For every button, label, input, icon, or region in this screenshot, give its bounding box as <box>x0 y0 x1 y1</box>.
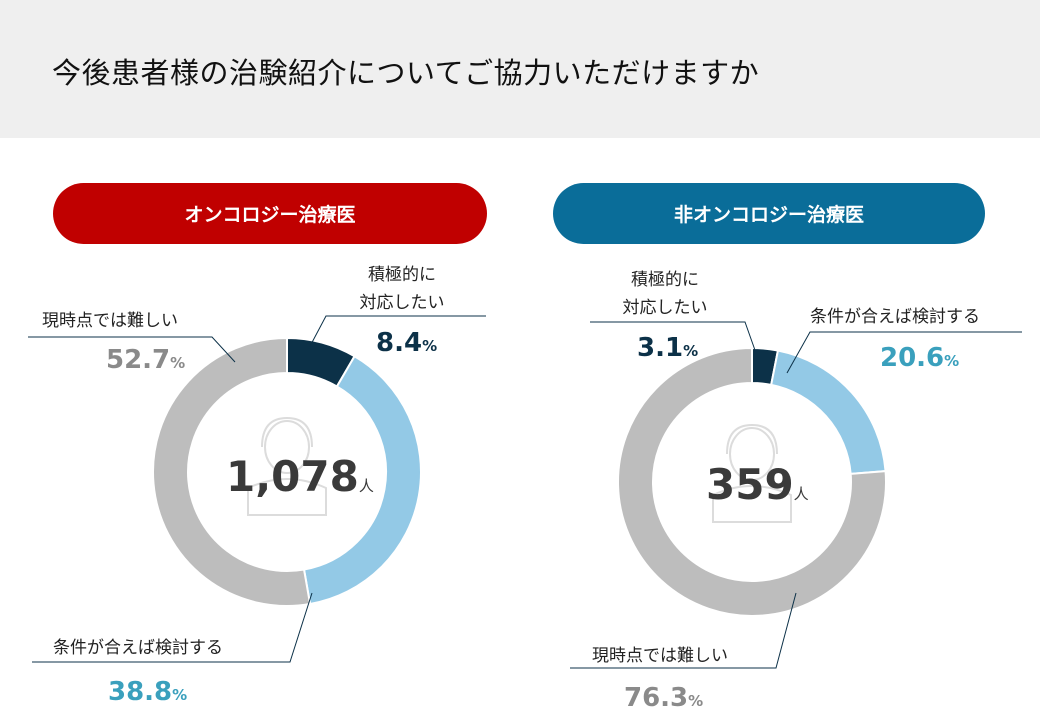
value-difficult: 76.3% <box>624 683 704 713</box>
person-icon <box>247 416 327 516</box>
header-band <box>0 0 1040 138</box>
label-difficult: 現時点では難しい <box>42 311 178 331</box>
value-difficult: 52.7% <box>106 345 186 375</box>
label-active-line1: 積極的に <box>631 270 699 290</box>
total-respondents: 359人 <box>706 460 809 509</box>
leader-line <box>32 592 313 663</box>
value-active: 8.4% <box>376 328 438 358</box>
oncology-pill: オンコロジー治療医 <box>53 183 487 244</box>
donut-right <box>617 346 887 617</box>
value-conditional: 20.6% <box>880 343 960 373</box>
person-icon <box>712 423 792 523</box>
leader-line <box>570 592 797 669</box>
label-active-line2: 対応したい <box>622 298 708 318</box>
total-respondents: 1,078人 <box>226 452 374 501</box>
value-conditional: 38.8% <box>108 677 188 707</box>
value-active: 3.1% <box>637 333 699 363</box>
label-conditional: 条件が合えば検討する <box>53 638 223 658</box>
slice-conditional <box>769 349 887 476</box>
label-conditional: 条件が合えば検討する <box>810 307 980 327</box>
label-difficult: 現時点では難しい <box>592 646 728 666</box>
label-active-line1: 積極的に <box>368 265 436 285</box>
label-active-line2: 対応したい <box>359 293 445 313</box>
leader-line <box>307 315 486 351</box>
leader-line <box>786 331 1022 374</box>
slice-difficult <box>152 336 312 607</box>
page-title: 今後患者様の治験紹介についてご協力いただけますか <box>52 56 760 90</box>
leader-line <box>28 336 236 363</box>
non-oncology-pill: 非オンコロジー治療医 <box>553 183 985 244</box>
slice-difficult <box>617 346 887 617</box>
leader-line <box>590 321 757 354</box>
donut-left <box>152 336 422 607</box>
